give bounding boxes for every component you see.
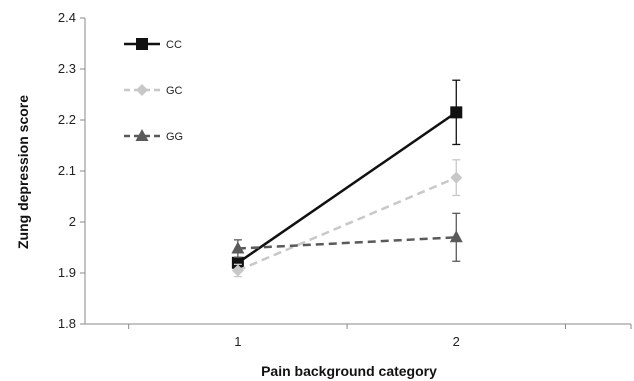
- legend-marker: [136, 38, 148, 50]
- data-point-cc: [450, 106, 463, 119]
- y-tick-label: 2.1: [58, 163, 76, 178]
- data-point-gc: [450, 171, 463, 184]
- legend-item-cc: CC: [124, 38, 182, 51]
- y-axis-title: Zung depression score: [15, 95, 31, 249]
- series-line-gg: [237, 236, 457, 250]
- series-gg: [231, 212, 463, 262]
- data-point-gc: [231, 264, 244, 277]
- legend-item-gg: GG: [124, 129, 183, 143]
- legend-marker: [135, 129, 149, 141]
- legend: CC GC GG: [124, 38, 183, 143]
- y-tick-label: 2.4: [58, 10, 76, 25]
- series-cc: [231, 79, 463, 269]
- series-gc: [231, 159, 463, 278]
- legend-label: CC: [166, 39, 182, 51]
- y-tick-label: 2.2: [58, 112, 76, 127]
- x-tick-label: 2: [453, 334, 460, 349]
- x-tick-label: 1: [234, 334, 241, 349]
- y-tick-label: 1.9: [58, 265, 76, 280]
- data-point-cc: [231, 256, 244, 269]
- series-line-gc: [237, 176, 457, 272]
- legend-marker: [136, 84, 148, 96]
- legend-label: GC: [166, 85, 183, 97]
- y-tick-label: 2: [69, 214, 76, 229]
- x-axis-title: Pain background category: [261, 363, 437, 379]
- y-tick-label: 2.3: [58, 61, 76, 76]
- series: [231, 79, 463, 278]
- y-tick-label: 1.8: [58, 316, 76, 331]
- data-point-gg: [449, 230, 463, 243]
- legend-label: GG: [166, 131, 183, 143]
- series-line-cc: [237, 111, 457, 264]
- ticks: 1.8 1.9 2 2.1 2.2 2.3 2.4 1 2: [58, 10, 632, 349]
- axes: [84, 18, 631, 325]
- legend-item-gc: GC: [124, 84, 183, 97]
- data-point-gg: [231, 241, 245, 254]
